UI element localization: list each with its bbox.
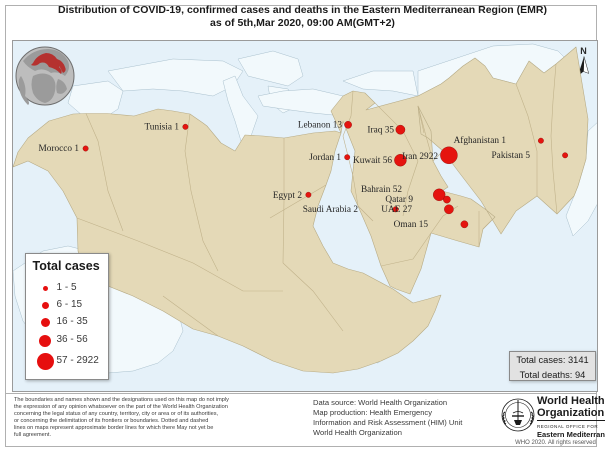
svg-text:Egypt 2: Egypt 2 [273, 191, 303, 201]
svg-text:Jordan 1: Jordan 1 [309, 153, 341, 163]
svg-text:Pakistan 5: Pakistan 5 [492, 151, 531, 161]
svg-text:N: N [580, 46, 587, 56]
svg-text:Iran 2922: Iran 2922 [402, 152, 438, 162]
svg-text:Oman 15: Oman 15 [394, 220, 429, 230]
svg-text:Tunisia 1: Tunisia 1 [144, 123, 179, 133]
svg-text:Morocco 1: Morocco 1 [38, 144, 79, 154]
svg-text:Bahrain 52: Bahrain 52 [361, 185, 402, 195]
svg-text:Qatar 9: Qatar 9 [385, 195, 413, 205]
svg-text:Kuwait 56: Kuwait 56 [353, 156, 392, 166]
svg-text:Saudi Arabia 2: Saudi Arabia 2 [303, 205, 359, 215]
svg-text:UAE 27: UAE 27 [381, 205, 412, 215]
svg-text:Lebanon 13: Lebanon 13 [298, 121, 342, 131]
svg-text:Iraq 35: Iraq 35 [367, 126, 394, 136]
svg-text:Afghanistan 1: Afghanistan 1 [454, 135, 507, 146]
